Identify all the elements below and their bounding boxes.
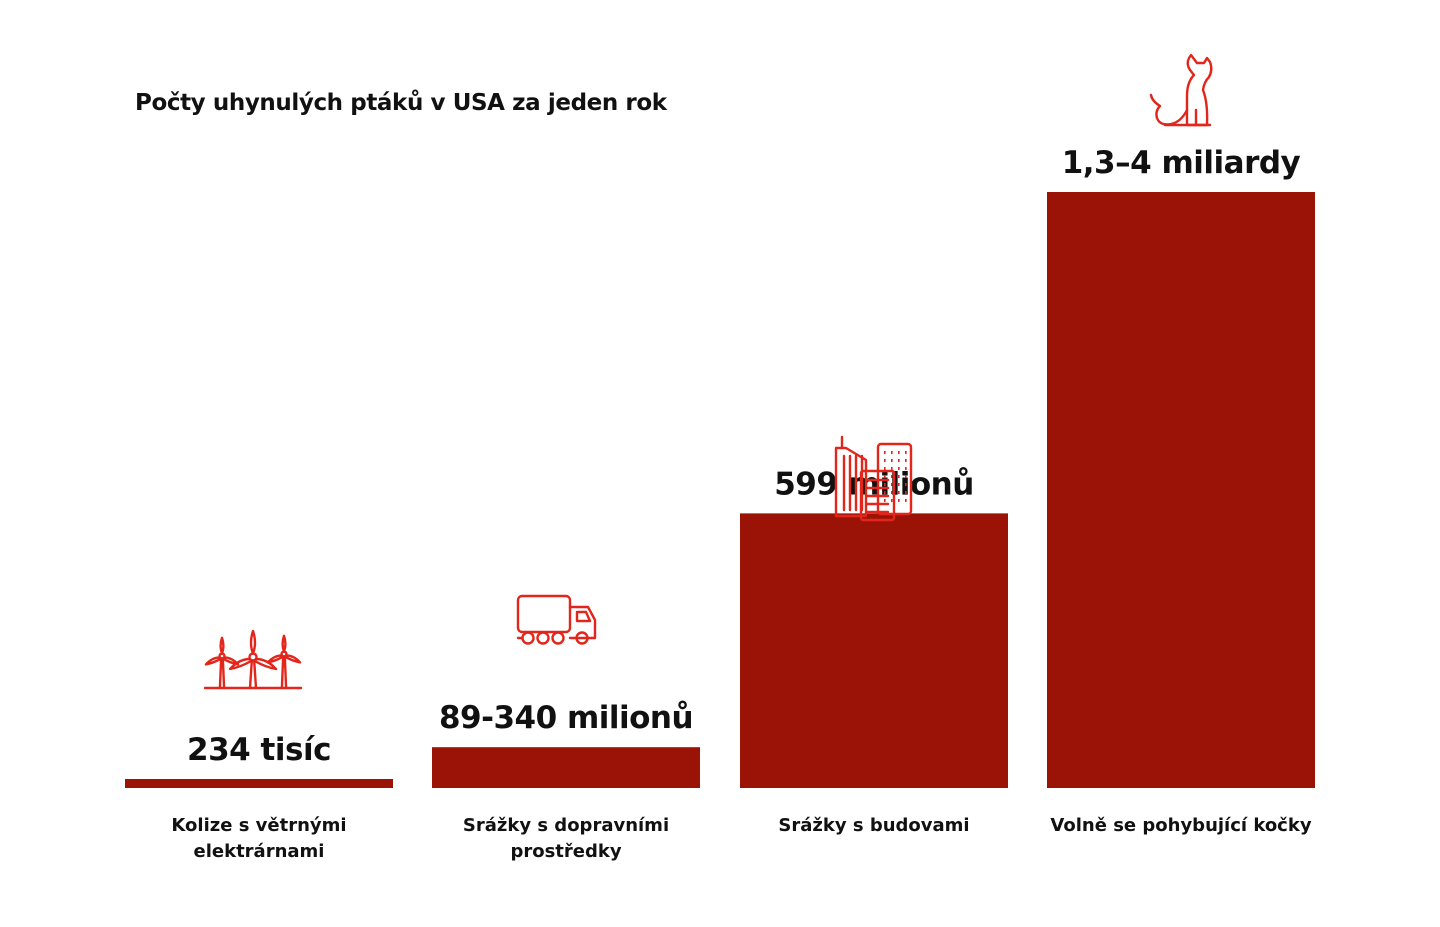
category-label-4: Volně se pohybující kočky (1050, 815, 1311, 836)
wind-turbine-icon (203, 629, 303, 690)
value-label-4: 1,3–4 miliardy (1062, 145, 1301, 181)
bar-4 (1047, 192, 1315, 788)
chart-title: Počty uhynulých ptáků v USA za jeden rok (135, 90, 667, 116)
bar-1 (125, 779, 393, 788)
bar-3 (740, 513, 1008, 788)
truck-icon (516, 594, 597, 645)
category-label-2-line-2: prostředky (510, 841, 621, 862)
category-label-3: Srážky s budovami (778, 815, 969, 836)
bar-2 (432, 747, 700, 788)
value-label-2: 89-340 milionů (439, 700, 693, 736)
category-label-2-line-1: Srážky s dopravními (463, 815, 669, 836)
cat-icon (1149, 53, 1213, 127)
value-label-1: 234 tisíc (187, 732, 331, 768)
category-label-1-line-2: elektrárnami (194, 841, 325, 862)
category-label-1-line-1: Kolize s větrnými (171, 815, 346, 836)
buildings-icon (834, 435, 913, 522)
